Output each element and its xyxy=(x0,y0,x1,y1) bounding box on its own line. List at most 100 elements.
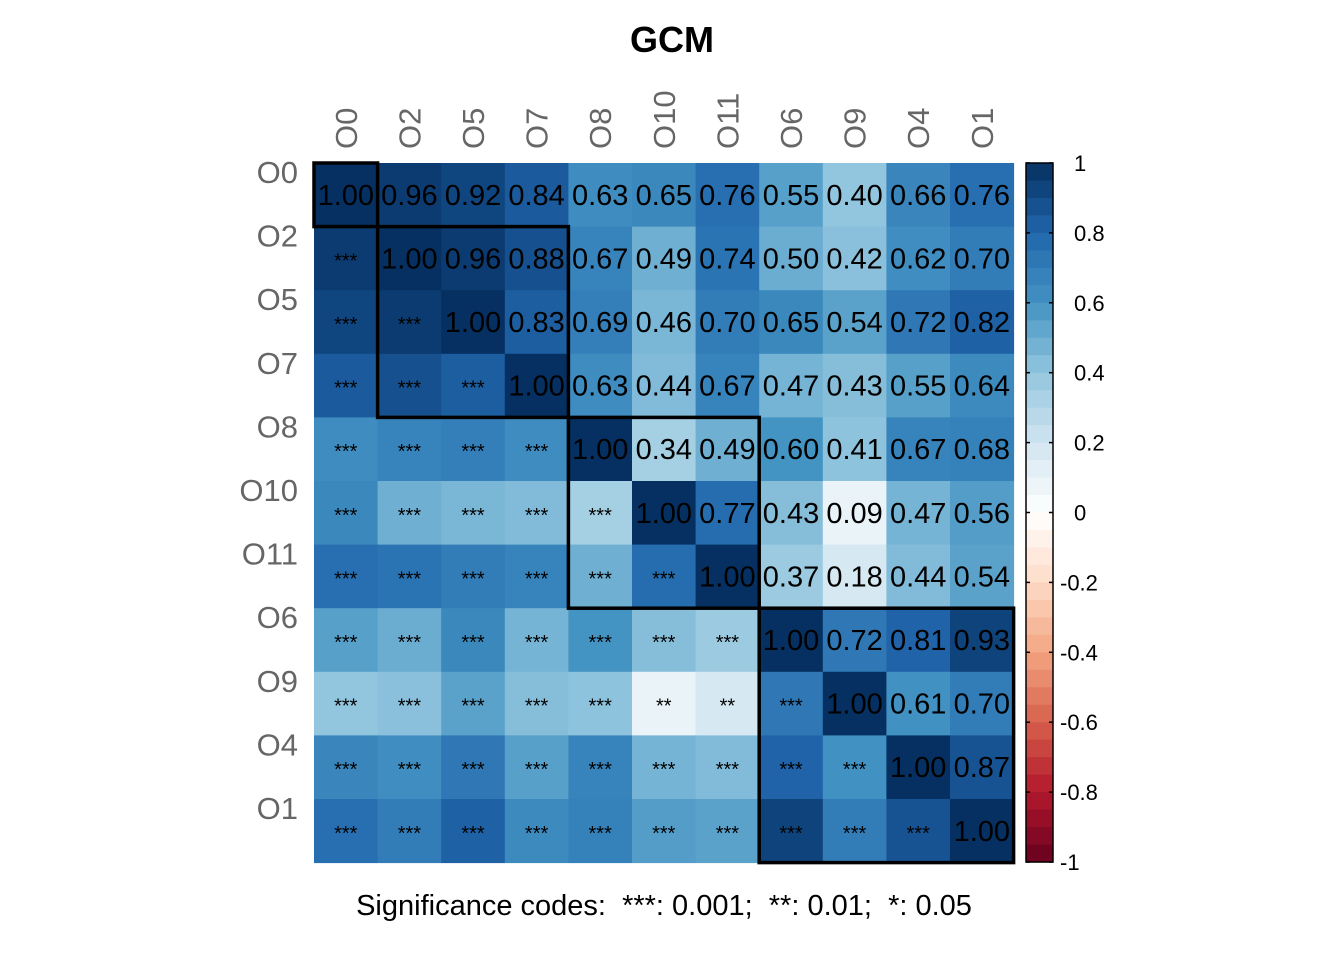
cell-value-label: 0.34 xyxy=(636,434,692,466)
heatmap-cell xyxy=(632,608,697,673)
heatmap-cell xyxy=(377,353,442,418)
heatmap-cell xyxy=(504,735,569,800)
y-tick-label: O0 xyxy=(257,155,298,190)
colorbar-segment xyxy=(1026,337,1053,356)
heatmap-cell xyxy=(759,735,824,800)
heatmap-cell xyxy=(759,799,824,864)
cell-value-label: 0.93 xyxy=(954,625,1010,657)
significance-mark: *** xyxy=(525,696,549,718)
cell-value-label: 0.47 xyxy=(763,371,819,403)
colorbar-segment xyxy=(1026,739,1053,758)
heatmap-cell xyxy=(504,481,569,546)
x-tick-label: O9 xyxy=(838,108,873,149)
significance-mark: *** xyxy=(334,314,358,336)
significance-mark: ** xyxy=(720,696,736,718)
heatmap-cell xyxy=(377,735,442,800)
colorbar-segment xyxy=(1026,687,1053,706)
significance-mark: *** xyxy=(334,823,358,845)
heatmap-cell xyxy=(950,671,1015,736)
x-tick-label: O11 xyxy=(710,93,745,149)
cluster-boxes xyxy=(312,161,1016,865)
cell-value-label: 0.67 xyxy=(890,434,946,466)
x-tick-label: O0 xyxy=(329,108,364,149)
cluster-box xyxy=(312,161,380,229)
heatmap-cell xyxy=(568,481,633,546)
significance-mark: *** xyxy=(334,759,358,781)
cell-value-label: 0.68 xyxy=(954,434,1010,466)
colorbar-segment xyxy=(1026,809,1053,828)
colorbar-tick-label: 0.8 xyxy=(1074,221,1105,246)
heatmap-cell xyxy=(950,226,1015,291)
heatmap-cell xyxy=(886,353,951,418)
y-tick-label: O2 xyxy=(257,219,298,254)
cell-value-label: 1.00 xyxy=(763,625,819,657)
heatmap-cell xyxy=(314,163,379,228)
heatmap-cell xyxy=(314,799,379,864)
significance-mark: *** xyxy=(589,759,613,781)
heatmap-cell xyxy=(950,544,1015,609)
heatmap-cell xyxy=(950,290,1015,355)
heatmap-cell xyxy=(314,544,379,609)
significance-mark: *** xyxy=(779,759,803,781)
significance-mark: *** xyxy=(525,759,549,781)
cell-value-label: 0.76 xyxy=(699,180,755,212)
cell-value-label: 1.00 xyxy=(318,180,374,212)
heatmap-cell xyxy=(568,417,633,482)
significance-mark: *** xyxy=(398,823,422,845)
colorbar-segment xyxy=(1026,425,1053,444)
cell-value-label: 0.96 xyxy=(445,243,501,275)
heatmap-cell xyxy=(886,608,951,673)
cell-value-label: 0.74 xyxy=(699,243,755,275)
cell-value-label: 0.72 xyxy=(890,307,946,339)
heatmap-cell xyxy=(314,226,379,291)
heatmap-cell xyxy=(886,290,951,355)
colorbar-segment xyxy=(1026,215,1053,234)
significance-mark: *** xyxy=(843,759,867,781)
colorbar-segment xyxy=(1026,652,1053,671)
cell-value-label: 0.92 xyxy=(445,180,501,212)
colorbar-segment xyxy=(1026,442,1053,461)
colorbar-segment xyxy=(1026,285,1053,304)
significance-mark: *** xyxy=(589,632,613,654)
significance-mark: *** xyxy=(398,568,422,590)
significance-mark: *** xyxy=(461,441,485,463)
heatmap-cell xyxy=(568,608,633,673)
cell-value-label: 0.88 xyxy=(508,243,564,275)
colorbar-segment xyxy=(1026,704,1053,723)
heatmap-cell xyxy=(314,608,379,673)
heatmap-cell xyxy=(950,735,1015,800)
colorbar-segment xyxy=(1026,232,1053,251)
cell-value-label: 0.63 xyxy=(572,180,628,212)
heatmap-cell xyxy=(886,544,951,609)
chart-title: GCM xyxy=(630,19,714,60)
cell-value-label: 0.60 xyxy=(763,434,819,466)
significance-mark: *** xyxy=(716,823,740,845)
cell-value-label: 0.42 xyxy=(826,243,882,275)
heatmap-cell xyxy=(377,481,442,546)
significance-mark: *** xyxy=(398,632,422,654)
significance-mark: *** xyxy=(652,568,676,590)
heatmap-cell xyxy=(950,417,1015,482)
cluster-box xyxy=(757,606,1016,865)
heatmap-cell xyxy=(632,799,697,864)
significance-mark: *** xyxy=(334,505,358,527)
colorbar-tick-label: -0.4 xyxy=(1060,640,1098,665)
significance-mark: *** xyxy=(461,568,485,590)
cell-value-label: 0.83 xyxy=(508,307,564,339)
significance-mark: *** xyxy=(843,823,867,845)
colorbar-segment xyxy=(1026,669,1053,688)
y-tick-label: O5 xyxy=(257,282,298,317)
colorbar-segment xyxy=(1026,372,1053,391)
cell-value-label: 0.55 xyxy=(890,371,946,403)
heatmap-cell xyxy=(822,481,887,546)
y-tick-label: O6 xyxy=(257,600,298,635)
heatmap-cell xyxy=(822,608,887,673)
significance-mark: *** xyxy=(398,441,422,463)
heatmap-cell xyxy=(504,417,569,482)
heatmap-cell xyxy=(568,544,633,609)
heatmap-cell xyxy=(695,481,760,546)
cell-value-label: 0.49 xyxy=(636,243,692,275)
significance-mark: *** xyxy=(334,441,358,463)
colorbar-segment xyxy=(1026,197,1053,217)
